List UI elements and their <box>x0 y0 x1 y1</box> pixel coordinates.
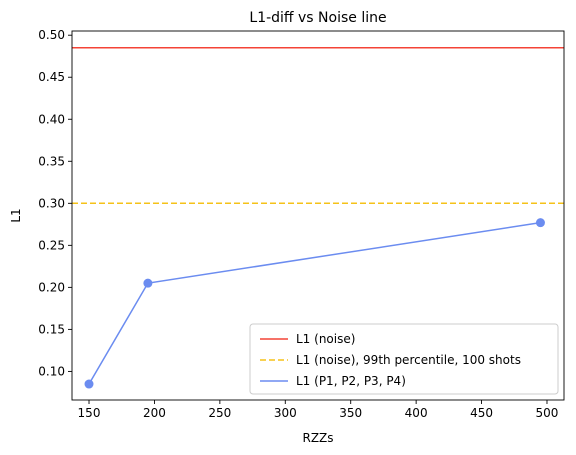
axes: 150 200 250 300 350 400 450 500 0.10 0.15 0.20 0.25… <box>38 28 565 420</box>
x-tick-label: 400 <box>405 406 428 420</box>
y-tick-label: 0.40 <box>38 112 65 126</box>
legend-label: L1 (noise) <box>296 332 355 346</box>
x-tick-label: 450 <box>470 406 493 420</box>
x-axis-label: RZZs <box>302 431 333 445</box>
y-tick-label: 0.50 <box>38 28 65 42</box>
plot-area <box>72 47 564 389</box>
y-tick-label: 0.25 <box>38 238 65 252</box>
x-tick-label: 250 <box>208 406 231 420</box>
y-tick-label: 0.35 <box>38 154 65 168</box>
data-point <box>84 379 94 389</box>
y-tick-label: 0.30 <box>38 196 65 210</box>
y-tick-label: 0.20 <box>38 280 65 294</box>
x-tick-label: 150 <box>78 406 101 420</box>
legend-label: L1 (noise), 99th percentile, 100 shots <box>296 353 521 367</box>
x-tick-label: 200 <box>143 406 166 420</box>
y-tick-label: 0.10 <box>38 364 65 378</box>
data-point <box>535 218 545 228</box>
x-tick-label: 300 <box>274 406 297 420</box>
x-tick-label: 500 <box>536 406 559 420</box>
x-tick-label: 350 <box>339 406 362 420</box>
data-point <box>143 278 153 288</box>
y-tick-label: 0.45 <box>38 70 65 84</box>
y-tick-label: 0.15 <box>38 322 65 336</box>
axes-frame <box>71 30 565 401</box>
legend: L1 (noise) L1 (noise), 99th percentile, 1… <box>249 323 559 395</box>
chart-title: L1-diff vs Noise line <box>249 10 386 26</box>
legend-label: L1 (P1, P2, P3, P4) <box>296 374 406 388</box>
legend-box <box>249 323 559 395</box>
y-axis-label: L1 <box>9 208 23 222</box>
